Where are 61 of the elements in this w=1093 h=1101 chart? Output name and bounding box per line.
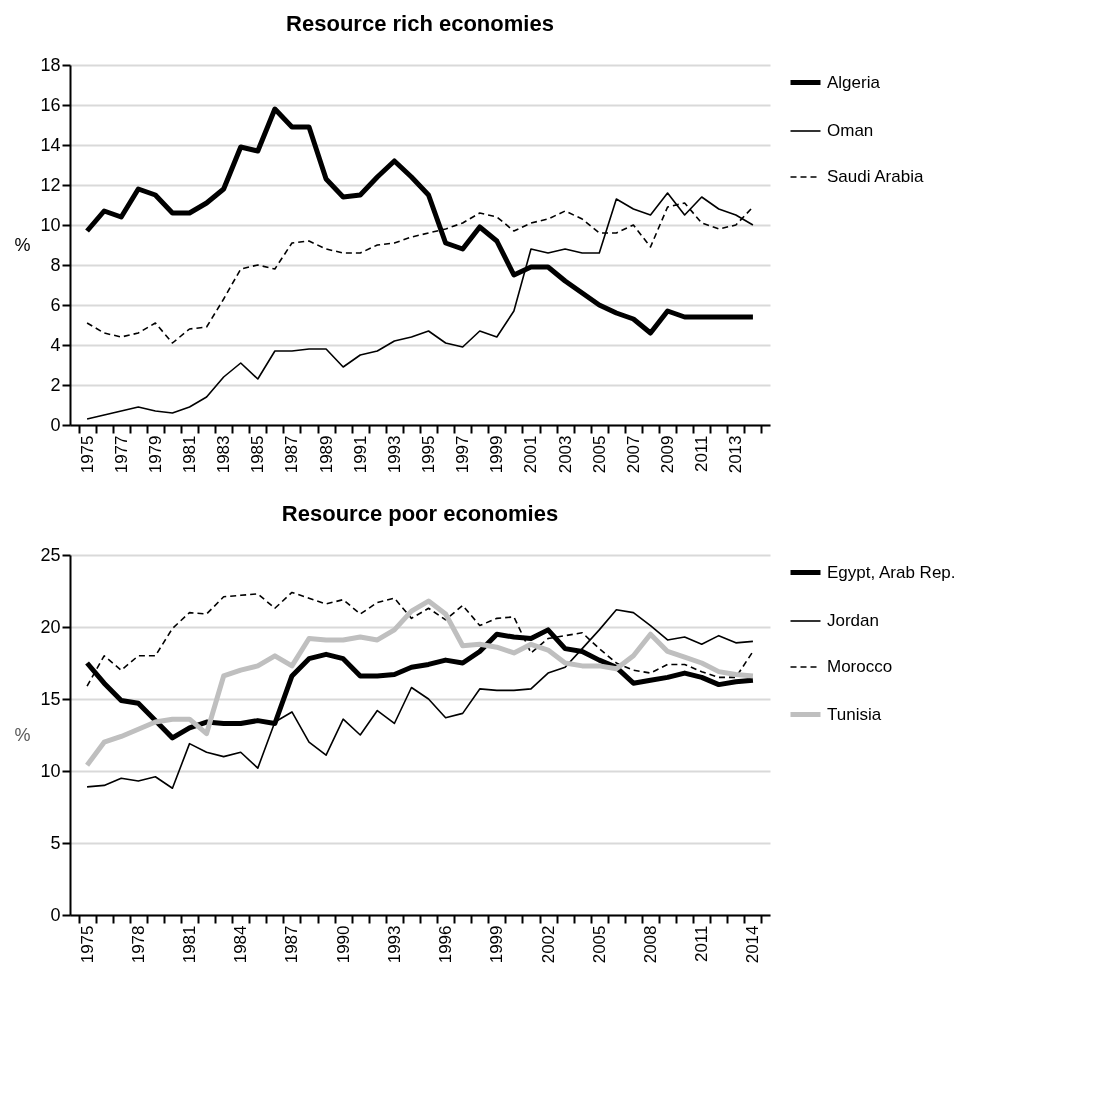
y-axis-title: % <box>14 724 31 745</box>
y-axis-title: % <box>14 234 31 255</box>
x-tick-label: 1991 <box>350 435 370 474</box>
x-tick-label: 2009 <box>658 435 678 474</box>
y-tick-label: 15 <box>40 688 61 709</box>
x-tick-label: 1983 <box>214 435 234 474</box>
x-tick-label: 2014 <box>743 925 763 964</box>
x-tick-label: 2005 <box>589 925 609 964</box>
x-tick-label: 1995 <box>419 435 439 474</box>
x-tick-label: 2005 <box>589 435 609 474</box>
y-tick-label: 16 <box>40 94 61 115</box>
x-tick-label: 1999 <box>487 435 507 474</box>
x-tick-label: 2007 <box>623 435 643 474</box>
x-tick-label: 1999 <box>487 925 507 964</box>
x-tick-label: 1981 <box>180 925 200 964</box>
x-tick-label: 1975 <box>77 925 97 964</box>
y-tick-label: 18 <box>40 54 61 75</box>
x-tick-label: 1979 <box>145 435 165 474</box>
y-tick-label: 20 <box>40 616 61 637</box>
legend-label: Egypt, Arab Rep. <box>827 562 956 582</box>
y-tick-label: 12 <box>40 174 61 195</box>
x-tick-label: 2002 <box>538 925 558 964</box>
legend-label: Saudi Arabia <box>827 167 924 186</box>
x-tick-label: 1985 <box>248 435 268 474</box>
x-tick-label: 1997 <box>453 435 473 474</box>
x-tick-label: 1975 <box>77 435 97 474</box>
x-tick-label: 1984 <box>231 925 251 964</box>
x-tick-label: 1987 <box>282 925 302 964</box>
y-tick-label: 4 <box>50 334 61 355</box>
x-tick-label: 2013 <box>726 435 746 474</box>
legend-label: Morocco <box>827 657 893 676</box>
y-tick-label: 5 <box>50 832 61 853</box>
y-tick-label: 25 <box>40 544 61 565</box>
y-tick-label: 0 <box>50 414 61 435</box>
x-tick-label: 1978 <box>128 925 148 964</box>
y-tick-label: 10 <box>40 214 61 235</box>
x-tick-label: 2001 <box>521 435 541 474</box>
x-tick-label: 2011 <box>692 925 712 963</box>
legend-label: Algeria <box>827 72 881 92</box>
chart-title: Resource poor economies <box>281 501 559 526</box>
x-tick-label: 1990 <box>333 925 353 964</box>
x-tick-label: 1981 <box>180 435 200 474</box>
y-tick-label: 6 <box>50 294 61 315</box>
x-tick-label: 2008 <box>640 925 660 964</box>
chart-title: Resource rich economies <box>286 11 554 36</box>
x-tick-label: 1987 <box>282 435 302 474</box>
legend-label: Jordan <box>827 611 879 630</box>
y-tick-label: 10 <box>40 760 61 781</box>
x-tick-label: 1977 <box>111 435 131 474</box>
x-tick-label: 1996 <box>436 925 456 964</box>
y-tick-label: 14 <box>40 134 61 155</box>
legend-label: Tunisia <box>827 704 882 724</box>
y-tick-label: 2 <box>50 374 61 395</box>
x-tick-label: 2011 <box>692 435 712 473</box>
x-tick-label: 2003 <box>555 435 575 474</box>
y-tick-label: 8 <box>50 254 61 275</box>
legend-label: Oman <box>827 121 874 140</box>
x-tick-label: 1989 <box>316 435 336 474</box>
x-tick-label: 1993 <box>384 435 404 474</box>
y-tick-label: 0 <box>50 904 61 925</box>
x-tick-label: 1993 <box>384 925 404 964</box>
